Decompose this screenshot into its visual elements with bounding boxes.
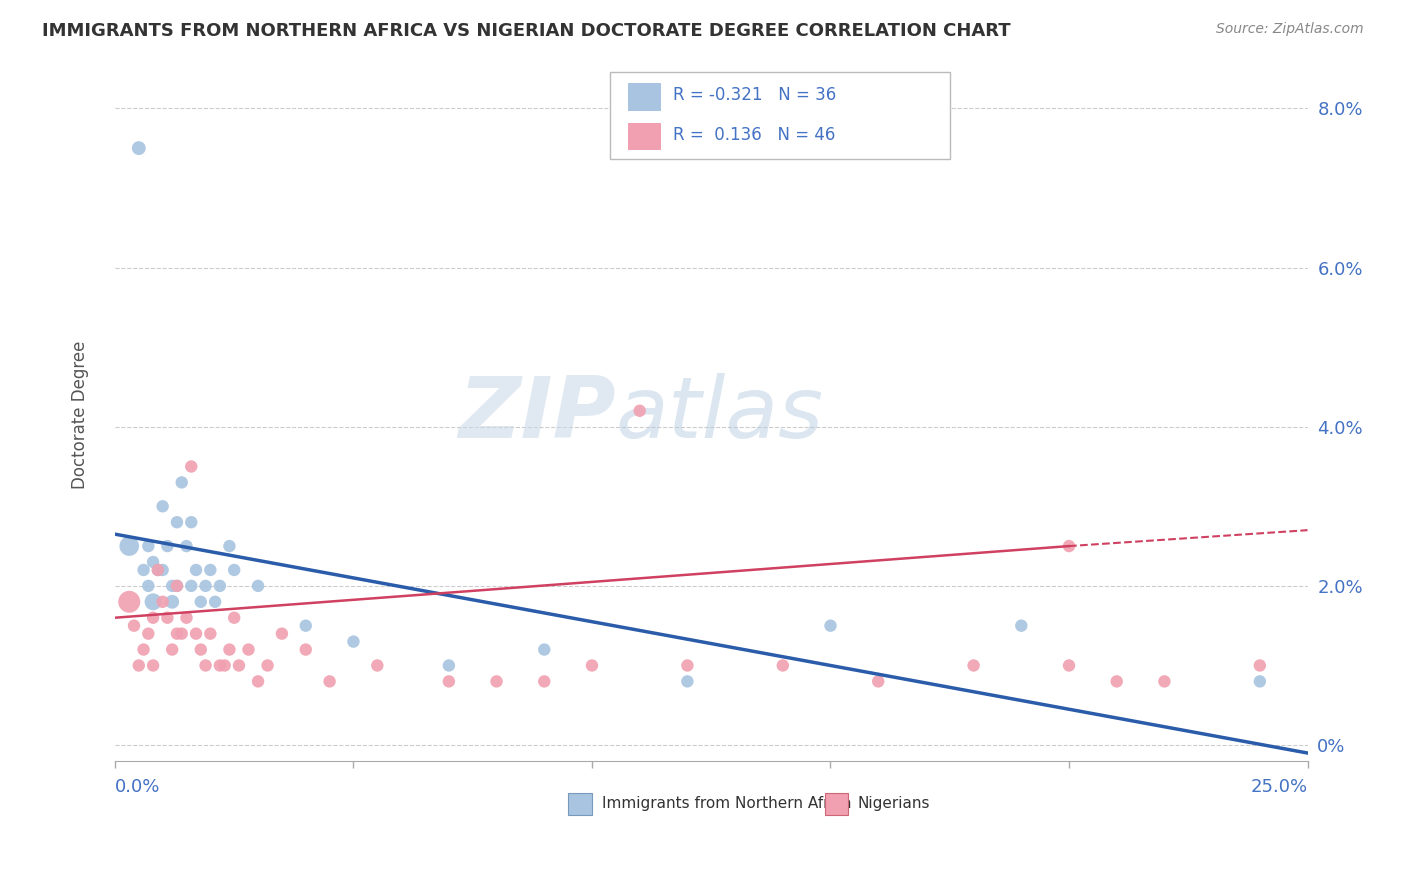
Point [132,563,155,577]
Point [437,674,460,689]
Point [156,611,179,625]
Point [204,595,226,609]
Point [208,579,231,593]
Point [180,459,202,474]
Point [208,658,231,673]
Point [136,579,159,593]
Point [820,618,842,632]
Point [160,595,183,609]
Point [142,658,165,673]
Point [122,618,145,632]
Point [224,611,246,625]
Point [294,642,316,657]
Point [176,611,198,625]
Point [247,674,270,689]
Point [166,515,188,529]
Point [152,595,174,609]
FancyBboxPatch shape [610,72,950,159]
Point [156,539,179,553]
Point [676,674,699,689]
Point [142,595,165,609]
Point [142,555,165,569]
Point [128,141,150,155]
Point [184,626,207,640]
Point [342,634,364,648]
Point [132,642,155,657]
Bar [627,123,661,151]
Point [1057,539,1080,553]
Point [180,515,202,529]
Point [218,642,240,657]
Point [170,626,193,640]
Point [136,626,159,640]
Point [294,618,316,632]
Point [190,595,212,609]
Point [166,579,188,593]
Point [1153,674,1175,689]
Point [218,539,240,553]
Point [256,658,278,673]
Point [1249,658,1271,673]
Point [247,579,270,593]
Point [533,642,555,657]
Point [160,579,183,593]
Point [1057,658,1080,673]
Point [437,658,460,673]
Point [194,579,217,593]
Y-axis label: Doctorate Degree: Doctorate Degree [72,341,89,489]
Point [318,674,340,689]
Point [772,658,794,673]
Bar [568,793,592,815]
Point [128,658,150,673]
Point [152,500,174,514]
Point [214,658,236,673]
Point [166,626,188,640]
Point [224,563,246,577]
Point [152,563,174,577]
Point [166,579,188,593]
Text: R = -0.321   N = 36: R = -0.321 N = 36 [673,87,837,104]
Point [118,595,141,609]
Point [184,563,207,577]
Text: R =  0.136   N = 46: R = 0.136 N = 46 [673,126,835,145]
Point [238,642,260,657]
Text: IMMIGRANTS FROM NORTHERN AFRICA VS NIGERIAN DOCTORATE DEGREE CORRELATION CHART: IMMIGRANTS FROM NORTHERN AFRICA VS NIGER… [42,22,1011,40]
Point [136,539,159,553]
Point [200,563,222,577]
Point [170,475,193,490]
Text: 25.0%: 25.0% [1250,779,1308,797]
Point [485,674,508,689]
Point [1010,618,1032,632]
Point [146,563,169,577]
Bar [627,83,661,111]
Text: Immigrants from Northern Africa: Immigrants from Northern Africa [602,797,851,812]
Point [180,579,202,593]
Point [142,611,165,625]
Point [270,626,292,640]
Point [868,674,890,689]
Point [160,642,183,657]
Text: Source: ZipAtlas.com: Source: ZipAtlas.com [1216,22,1364,37]
Text: 0.0%: 0.0% [115,779,160,797]
Bar [824,793,848,815]
Text: ZIP: ZIP [458,373,616,456]
Point [366,658,388,673]
Point [146,563,169,577]
Point [1105,674,1128,689]
Point [676,658,699,673]
Point [200,626,222,640]
Point [533,674,555,689]
Point [1249,674,1271,689]
Point [190,642,212,657]
Point [118,539,141,553]
Point [962,658,984,673]
Point [628,404,651,418]
Point [581,658,603,673]
Point [176,539,198,553]
Point [228,658,250,673]
Text: atlas: atlas [616,373,824,456]
Text: Nigerians: Nigerians [858,797,931,812]
Point [194,658,217,673]
